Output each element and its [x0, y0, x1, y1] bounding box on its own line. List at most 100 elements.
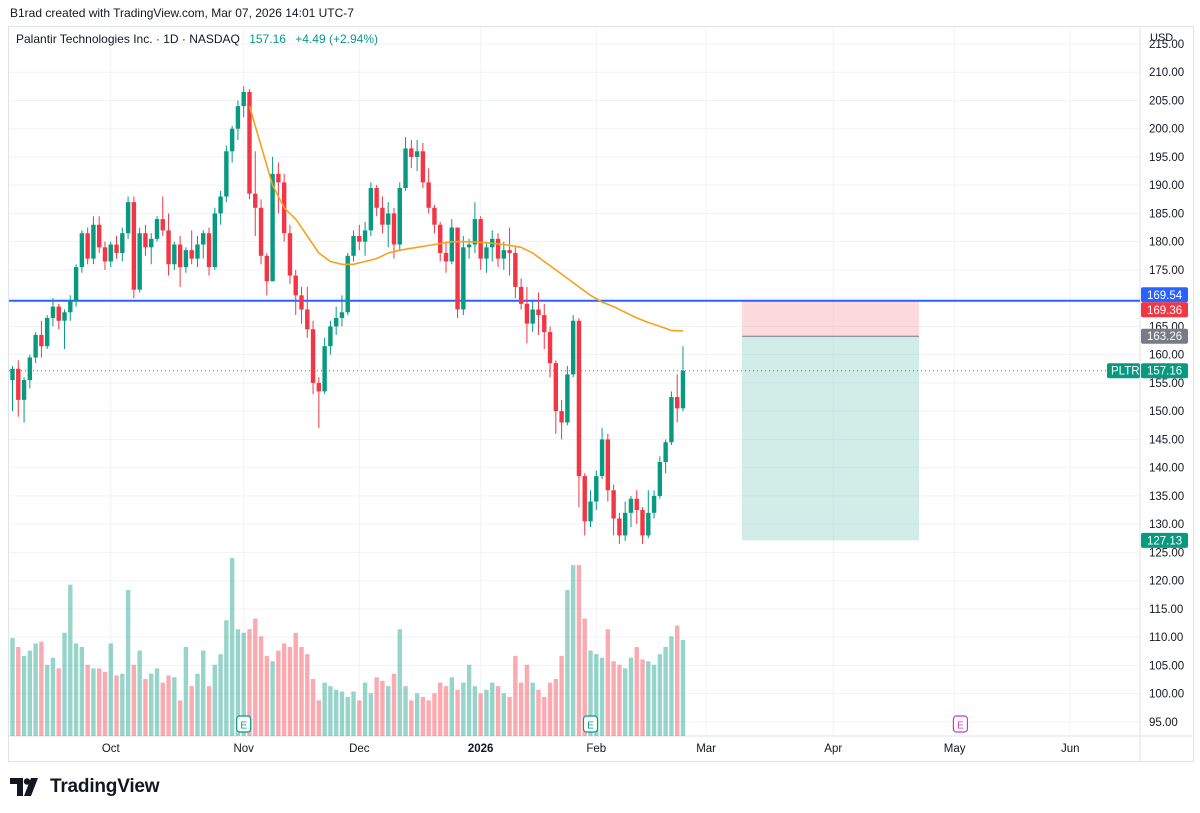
volume-bar — [281, 643, 287, 736]
candle-body — [10, 368, 15, 381]
candle — [270, 156, 275, 282]
candle — [675, 374, 680, 423]
candle-body — [73, 267, 79, 301]
candle-body — [322, 346, 327, 392]
candle-body — [426, 182, 431, 208]
volume-bar — [258, 636, 264, 736]
earnings-marker-label: E — [587, 721, 594, 732]
volume-bar — [68, 584, 73, 736]
currency-label[interactable]: USD — [1150, 32, 1174, 44]
volume-bar — [241, 632, 246, 736]
price-tick-label: 120.00 — [1149, 576, 1184, 588]
volume-bar — [461, 682, 466, 736]
candle — [455, 227, 460, 318]
price-tick-label: 175.00 — [1149, 265, 1184, 277]
candle-body — [536, 309, 541, 316]
candle-body — [50, 306, 56, 318]
candle — [177, 236, 183, 287]
last-price: 157.16 — [249, 32, 286, 46]
candle-body — [420, 151, 426, 183]
volume-bar — [143, 679, 148, 736]
candle — [224, 145, 229, 203]
candle — [316, 377, 322, 429]
tradingview-logo[interactable]: TradingView — [10, 776, 160, 798]
candle-body — [391, 213, 397, 245]
candle — [513, 247, 518, 299]
volume-bar — [646, 661, 651, 736]
volume-bar — [594, 654, 599, 736]
volume-bar — [507, 696, 512, 736]
candle — [617, 512, 622, 544]
earnings-marker[interactable]: E — [952, 715, 969, 733]
candle-body — [663, 442, 668, 463]
earnings-marker[interactable]: E — [236, 715, 252, 733]
earnings-marker[interactable]: E — [582, 715, 599, 733]
candle — [570, 315, 576, 378]
volume-bar — [299, 647, 304, 736]
candle — [536, 292, 541, 335]
candle — [149, 233, 154, 265]
candle — [143, 224, 148, 256]
volume-bar — [316, 700, 322, 736]
tradingview-logo-icon — [10, 778, 38, 796]
symbol-tag-box — [1107, 363, 1140, 379]
candle-body — [328, 326, 333, 347]
candle — [172, 241, 177, 270]
candle — [166, 213, 171, 276]
candle — [576, 317, 582, 508]
candle-body — [449, 227, 454, 262]
candle-body — [646, 512, 651, 536]
candle — [339, 295, 345, 327]
candle-body — [605, 439, 611, 491]
candle — [368, 182, 374, 237]
volume-bar — [443, 686, 449, 736]
candle — [628, 495, 634, 527]
candle — [68, 295, 73, 321]
price-tag: 157.16 — [1141, 363, 1188, 379]
candle-body — [143, 233, 148, 248]
candle — [380, 196, 385, 234]
candle — [305, 286, 310, 338]
candle — [264, 252, 270, 296]
volume-bar — [542, 696, 547, 736]
price-tag-box — [1141, 363, 1188, 379]
volume-bar — [536, 689, 541, 736]
candle — [229, 125, 235, 163]
volume-bar — [345, 696, 350, 736]
candle — [351, 230, 356, 262]
candle-body — [195, 244, 200, 259]
candle — [409, 139, 414, 169]
candle-body — [258, 207, 264, 256]
symbol-title[interactable]: Palantir Technologies Inc. · 1D · NASDAQ — [16, 32, 240, 46]
volume-bar — [56, 668, 61, 736]
price-tick-label: 135.00 — [1149, 491, 1184, 503]
volume-bar — [663, 647, 668, 736]
candle — [438, 221, 443, 262]
volume-bar — [183, 647, 189, 736]
candle-body — [386, 213, 391, 225]
candle-body — [495, 238, 501, 259]
candle — [426, 168, 431, 214]
volume-bar — [530, 682, 535, 736]
time-tick-label: Dec — [349, 743, 370, 755]
volume-bar — [287, 647, 293, 736]
volume-bar — [518, 682, 524, 736]
volume-bar — [501, 693, 506, 736]
price-tick-label: 115.00 — [1149, 604, 1183, 616]
candle-body — [414, 151, 420, 157]
candle-body — [628, 498, 634, 513]
candle — [328, 320, 333, 355]
time-tick-label: Jun — [1061, 743, 1080, 755]
candle — [501, 241, 506, 270]
candle-body — [351, 236, 356, 256]
volume-bar — [380, 680, 385, 736]
earnings-marker-box — [236, 715, 252, 733]
candle-body — [357, 236, 362, 242]
candle-body — [253, 193, 258, 208]
price-tick-label: 155.00 — [1149, 378, 1184, 390]
volume-bar — [85, 664, 90, 736]
candle — [131, 196, 137, 299]
volume-bar — [386, 686, 391, 736]
volume-bar — [640, 659, 645, 736]
